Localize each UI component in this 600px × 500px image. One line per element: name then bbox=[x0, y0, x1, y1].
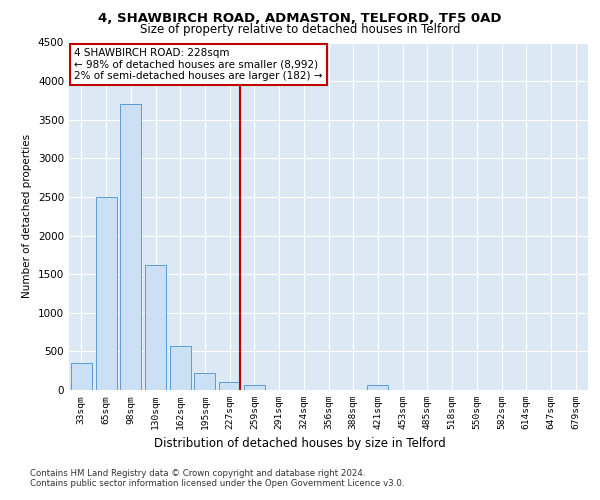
Bar bbox=[145, 264, 166, 390]
Bar bbox=[194, 372, 215, 390]
Bar bbox=[120, 104, 141, 390]
Text: Distribution of detached houses by size in Telford: Distribution of detached houses by size … bbox=[154, 438, 446, 450]
Bar bbox=[219, 382, 240, 390]
Text: Size of property relative to detached houses in Telford: Size of property relative to detached ho… bbox=[140, 24, 460, 36]
Text: Contains HM Land Registry data © Crown copyright and database right 2024.: Contains HM Land Registry data © Crown c… bbox=[30, 468, 365, 477]
Text: 4, SHAWBIRCH ROAD, ADMASTON, TELFORD, TF5 0AD: 4, SHAWBIRCH ROAD, ADMASTON, TELFORD, TF… bbox=[98, 12, 502, 26]
Bar bbox=[244, 386, 265, 390]
Y-axis label: Number of detached properties: Number of detached properties bbox=[22, 134, 32, 298]
Bar bbox=[71, 363, 92, 390]
Bar bbox=[367, 386, 388, 390]
Bar bbox=[95, 197, 116, 390]
Bar bbox=[170, 346, 191, 390]
Text: Contains public sector information licensed under the Open Government Licence v3: Contains public sector information licen… bbox=[30, 479, 404, 488]
Text: 4 SHAWBIRCH ROAD: 228sqm
← 98% of detached houses are smaller (8,992)
2% of semi: 4 SHAWBIRCH ROAD: 228sqm ← 98% of detach… bbox=[74, 48, 323, 81]
